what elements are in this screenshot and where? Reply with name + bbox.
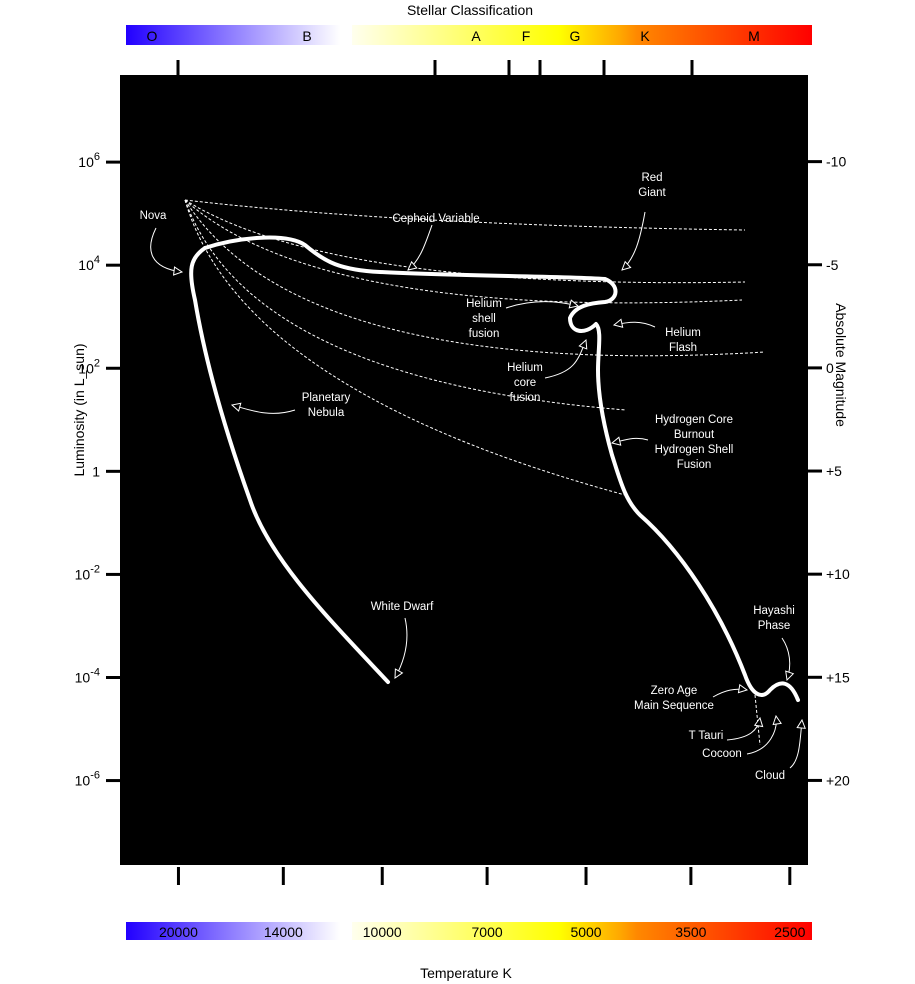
annotation: Nebula (308, 407, 345, 419)
y2-tick-label: +5 (826, 463, 842, 479)
y-tick-base: 10 (75, 773, 91, 789)
annotation: fusion (469, 328, 500, 340)
y2-tick-label: +15 (826, 669, 850, 685)
spectral-class: O (147, 28, 158, 44)
annotation: Hydrogen Shell (655, 444, 734, 456)
y-tick-exponent: -4 (90, 666, 100, 678)
x-tick-label: 7000 (472, 924, 503, 940)
y-tick-label: 1 (92, 463, 100, 479)
x-tick-label: 20000 (159, 924, 198, 940)
y2-tick-label: 0 (826, 360, 834, 376)
colorbar (352, 25, 812, 45)
y-tick-label: 104 (78, 254, 100, 273)
y2-tick-label: -10 (826, 154, 846, 170)
x-axis-label: Temperature K (420, 965, 512, 981)
annotation: Helium (507, 362, 543, 374)
annotation: Cocoon (702, 748, 742, 760)
annotation: Helium (466, 298, 502, 310)
plot-area (120, 75, 808, 865)
y-tick-label: 10-6 (75, 770, 100, 789)
x-tick-label: 2500 (774, 924, 805, 940)
annotation: shell (472, 313, 496, 325)
x-tick-label: 10000 (363, 924, 402, 940)
annotation: Red (641, 172, 662, 184)
x-tick-label: 3500 (675, 924, 706, 940)
x-tick-label: 5000 (570, 924, 601, 940)
y-tick-base: 10 (75, 566, 91, 582)
y-tick-label: 102 (78, 357, 100, 376)
colorbar (126, 25, 340, 45)
spectral-class: A (471, 28, 481, 44)
annotation: Hayashi (753, 605, 795, 617)
spectral-class: B (302, 28, 311, 44)
chart-title: Stellar Classification (407, 2, 533, 18)
annotation: Giant (638, 187, 666, 199)
y-tick-base: 10 (78, 257, 94, 273)
annotation: Helium (665, 327, 701, 339)
spectral-class: G (570, 28, 581, 44)
y2-tick-label: +10 (826, 566, 850, 582)
annotation: Fusion (677, 459, 712, 471)
annotation: Zero Age (651, 685, 698, 697)
annotation: Cepheid Variable (392, 213, 479, 225)
y-tick-exponent: 2 (94, 357, 100, 369)
x-tick-label: 14000 (264, 924, 303, 940)
spectral-class: M (748, 28, 760, 44)
evolution-track (189, 235, 800, 702)
y-tick-base: 10 (78, 154, 94, 170)
annotation: Phase (758, 620, 791, 632)
y-tick-exponent: 6 (94, 151, 100, 163)
arrows (150, 211, 802, 769)
y-tick-exponent: 4 (94, 254, 100, 266)
y-tick-label: 106 (78, 151, 100, 170)
y-tick-base: 10 (78, 360, 94, 376)
y-tick-label: 10-2 (75, 563, 100, 582)
spectral-class: K (640, 28, 650, 44)
annotation: core (514, 377, 536, 389)
y-tick-label: 10-4 (75, 666, 100, 685)
colorbar (352, 922, 812, 940)
annotation: Flash (669, 342, 697, 354)
annotation: White Dwarf (371, 601, 434, 613)
annotation: T Tauri (689, 730, 724, 742)
annotation: Main Sequence (634, 700, 714, 712)
spectral-class: F (522, 28, 531, 44)
y2-axis-label: Absolute Magnitude (833, 303, 849, 427)
y2-tick-label: -5 (826, 257, 839, 273)
annotation: fusion (510, 392, 541, 404)
y-tick-base: 1 (92, 463, 100, 479)
y-axis-label: Luminosity (in L_sun) (71, 343, 87, 476)
y2-tick-label: +20 (826, 772, 850, 788)
y-tick-exponent: -6 (90, 770, 100, 782)
annotation: Hydrogen Core (655, 414, 733, 426)
colorbar (126, 922, 340, 940)
annotation: Burnout (674, 429, 715, 441)
annotation: Cloud (755, 770, 785, 782)
y-tick-exponent: -2 (90, 563, 100, 575)
annotation: Planetary (302, 392, 351, 404)
top-ticks (176, 60, 694, 75)
annotation: Nova (140, 210, 167, 222)
y-tick-base: 10 (75, 669, 91, 685)
isoradius-lines (184, 199, 766, 746)
